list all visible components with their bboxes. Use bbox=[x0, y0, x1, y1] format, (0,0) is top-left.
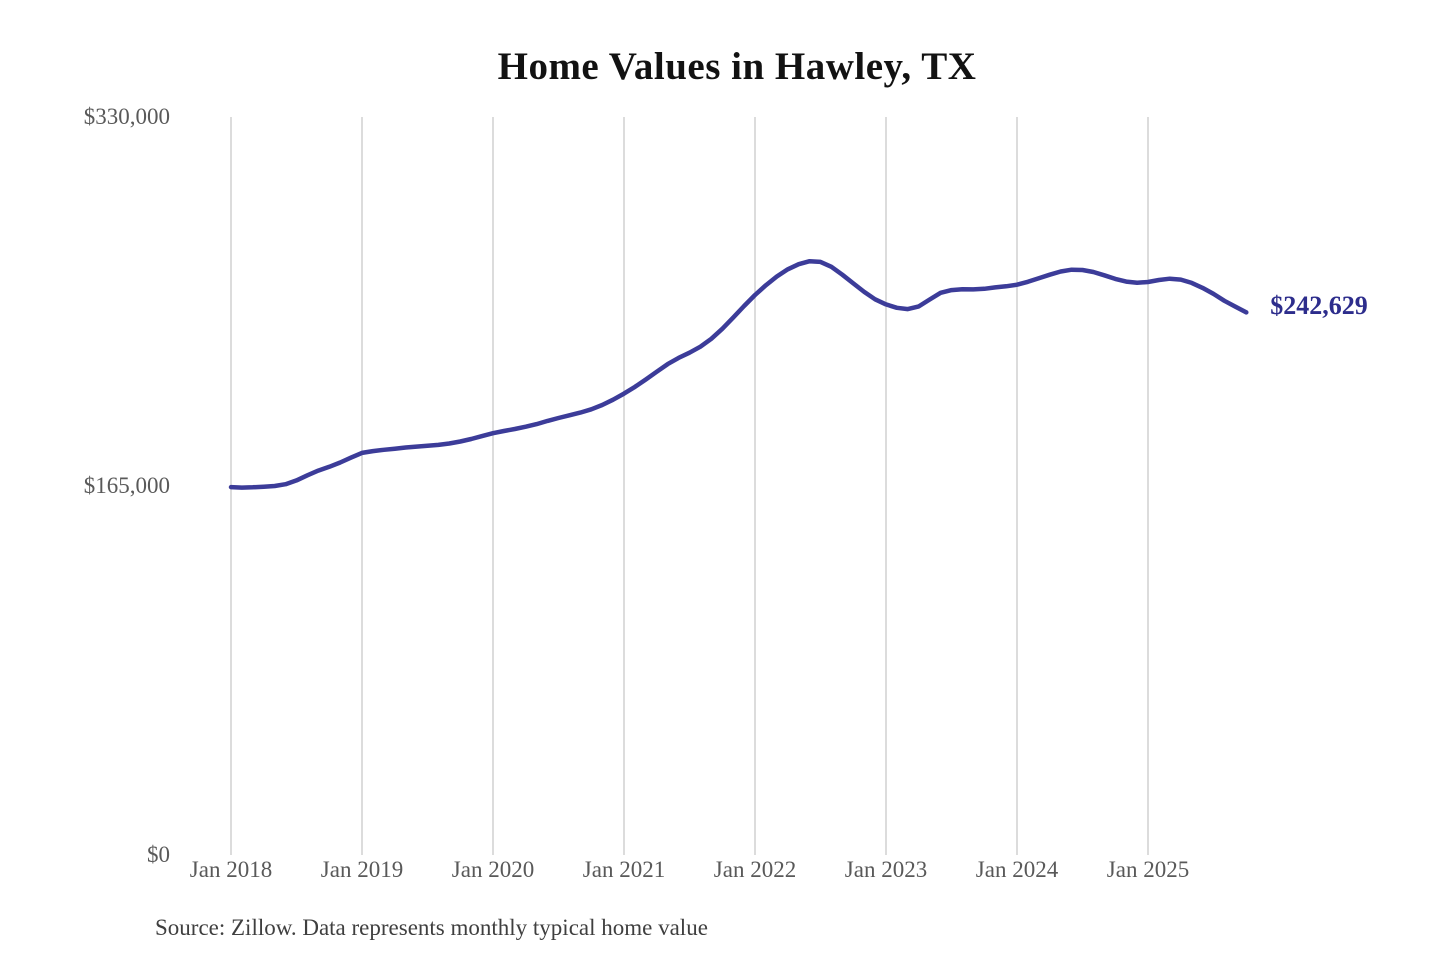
x-axis-tick-label: Jan 2018 bbox=[189, 857, 273, 882]
y-axis: $330,000 $165,000 $0 bbox=[0, 0, 170, 960]
y-axis-tick-label: $0 bbox=[147, 842, 170, 867]
x-axis-tick-label: Jan 2021 bbox=[582, 857, 666, 882]
x-axis-tick-label: Jan 2022 bbox=[713, 857, 797, 882]
y-axis-tick-label: $165,000 bbox=[83, 473, 170, 498]
x-axis-tick-label: Jan 2020 bbox=[451, 857, 535, 882]
x-axis-tick-label: Jan 2023 bbox=[844, 857, 928, 882]
x-axis-tick-label: Jan 2025 bbox=[1106, 857, 1190, 882]
x-axis-tick-label: Jan 2024 bbox=[975, 857, 1059, 882]
x-axis-tick-label: Jan 2019 bbox=[320, 857, 404, 882]
y-axis-tick-label: $330,000 bbox=[83, 104, 170, 129]
source-note: Source: Zillow. Data represents monthly … bbox=[155, 915, 708, 940]
latest-value-label: $242,629 bbox=[1270, 291, 1368, 321]
chart-title: Home Values in Hawley, TX bbox=[497, 45, 977, 88]
home-value-line bbox=[228, 258, 1249, 490]
